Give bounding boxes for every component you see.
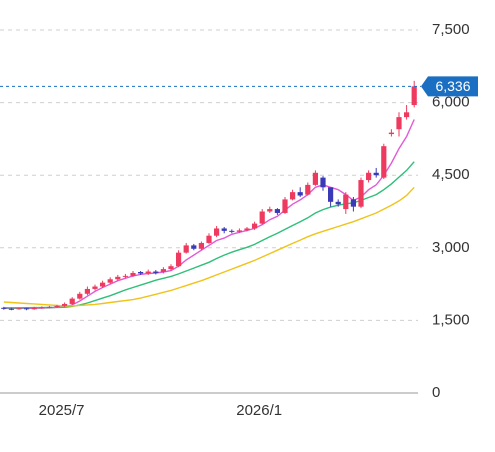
candle-body xyxy=(77,293,83,299)
candle-body xyxy=(16,308,22,310)
moving-average xyxy=(3,119,415,309)
candle-body xyxy=(358,180,364,207)
last-price-label: 6,336 xyxy=(435,78,470,94)
candle-body xyxy=(267,209,273,212)
candle-body xyxy=(290,192,296,200)
candle-body xyxy=(244,228,250,231)
candle-body xyxy=(396,117,402,130)
candle-body xyxy=(1,307,7,309)
candle-body xyxy=(107,279,113,283)
candle-body xyxy=(411,86,417,106)
y-tick-label: 0 xyxy=(432,384,440,401)
candle-body xyxy=(54,305,60,307)
candle-body xyxy=(198,242,204,249)
candle-body xyxy=(282,199,288,213)
y-tick-label: 4,500 xyxy=(432,166,470,183)
candle-body xyxy=(229,230,235,232)
candle-body xyxy=(130,272,136,276)
candle-body xyxy=(259,211,265,224)
candle-body xyxy=(373,172,379,176)
candle-body xyxy=(388,132,394,135)
candle-body xyxy=(404,112,410,118)
candle-body xyxy=(343,194,349,210)
x-tick-label: 2026/1 xyxy=(236,402,282,419)
candle-body xyxy=(39,307,45,309)
candle-body xyxy=(320,177,326,188)
candle-body xyxy=(84,288,90,294)
candle-body xyxy=(46,306,52,308)
candle-body xyxy=(138,272,144,274)
moving-average xyxy=(3,186,415,307)
candle-body xyxy=(62,303,68,306)
candle-body xyxy=(145,271,151,274)
candle-body xyxy=(350,199,356,207)
candle-body xyxy=(312,172,318,185)
candle-body xyxy=(328,187,334,202)
candle-body xyxy=(69,298,75,304)
candle-body xyxy=(24,308,30,310)
candle-body xyxy=(31,307,37,310)
candle-body xyxy=(335,201,341,205)
candle-body xyxy=(305,184,311,195)
candle-body xyxy=(221,228,227,231)
last-price-tag xyxy=(421,76,478,97)
candle-body xyxy=(183,245,189,253)
candle-body xyxy=(381,146,387,178)
candle-body xyxy=(8,308,14,310)
y-tick-label: 3,000 xyxy=(432,239,470,256)
candle-body xyxy=(153,271,159,273)
candle-body xyxy=(100,282,106,287)
candle-body xyxy=(160,269,166,273)
candle-body xyxy=(92,286,98,289)
candle-body xyxy=(191,245,197,249)
candle-body xyxy=(214,228,220,236)
y-tick-label: 7,500 xyxy=(432,21,470,38)
candle-body xyxy=(206,235,212,243)
y-tick-label: 6,000 xyxy=(432,94,470,111)
candle-body xyxy=(252,223,258,229)
candle-body xyxy=(297,192,303,196)
candle-body xyxy=(115,276,121,280)
candle-body xyxy=(274,209,280,213)
candle-body xyxy=(366,172,372,181)
candle-body xyxy=(236,230,242,232)
candle-body xyxy=(176,252,182,267)
x-tick-label: 2025/7 xyxy=(39,402,85,419)
candle-body xyxy=(122,275,128,277)
candle-body xyxy=(168,266,174,270)
y-tick-label: 1,500 xyxy=(432,311,470,328)
